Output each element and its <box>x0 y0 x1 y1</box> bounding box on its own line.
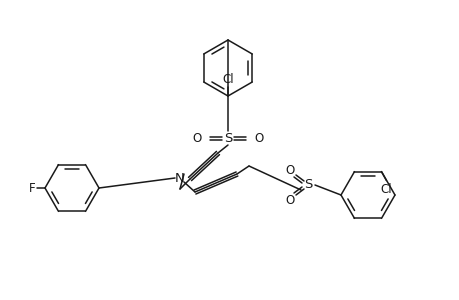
Text: O: O <box>285 164 294 178</box>
Text: S: S <box>224 131 232 145</box>
Text: Cl: Cl <box>380 183 392 196</box>
Text: O: O <box>285 194 294 208</box>
Text: N: N <box>175 172 185 184</box>
Text: S: S <box>303 178 312 191</box>
Text: O: O <box>192 131 202 145</box>
Text: F: F <box>29 182 36 194</box>
Text: Cl: Cl <box>222 73 233 86</box>
Text: O: O <box>253 131 263 145</box>
